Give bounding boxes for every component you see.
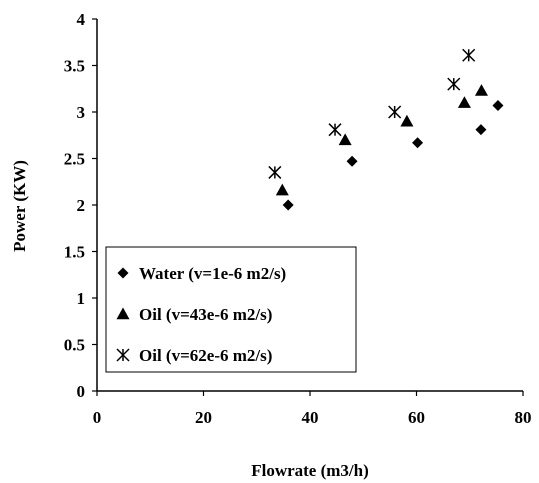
y-tick-label: 2.5	[64, 150, 85, 169]
data-point-diamond	[492, 99, 504, 111]
legend-box	[105, 246, 357, 373]
y-tick-label: 1	[77, 289, 86, 308]
tick-marks	[92, 18, 524, 396]
legend-markers	[116, 267, 130, 362]
data-point-asterisk	[268, 165, 282, 179]
data-point-asterisk	[462, 48, 476, 62]
legend: Water (v=1e-6 m2/s) Oil (v=43e-6 m2/s) O…	[105, 246, 357, 373]
y-tick-label: 4	[77, 10, 86, 29]
legend-label-oil-62: Oil (v=62e-6 m2/s)	[139, 346, 272, 365]
x-tick-label: 80	[515, 408, 532, 427]
legend-label-oil-43: Oil (v=43e-6 m2/s)	[139, 305, 272, 324]
y-tick-label: 1.5	[64, 243, 85, 262]
x-axis-title: Flowrate (m3/h)	[251, 461, 369, 480]
y-tick-label: 0.5	[64, 336, 85, 355]
data-point-diamond	[346, 155, 358, 167]
tick-labels: 00.511.522.533.540 20 40 60 80	[64, 10, 532, 427]
data-point-triangle	[275, 183, 289, 196]
legend-marker-asterisk	[116, 348, 130, 362]
x-tick-label: 20	[195, 408, 212, 427]
x-tick-label: 0	[93, 408, 102, 427]
data-point-triangle	[400, 114, 414, 127]
x-tick-label: 60	[408, 408, 425, 427]
y-axis-title: Power (KW)	[10, 160, 29, 252]
legend-marker-diamond	[117, 267, 129, 279]
data-point-diamond	[412, 137, 424, 149]
y-tick-label: 0	[77, 382, 86, 401]
data-point-triangle	[338, 133, 352, 146]
legend-label-water: Water (v=1e-6 m2/s)	[139, 264, 286, 283]
y-tick-label: 2	[77, 196, 86, 215]
data-point-asterisk	[388, 105, 402, 119]
y-tick-label: 3	[77, 103, 86, 122]
y-tick-label: 3.5	[64, 57, 85, 76]
x-tick-label: 40	[302, 408, 319, 427]
legend-marker-triangle	[116, 307, 130, 320]
data-points	[268, 48, 504, 211]
data-point-asterisk	[328, 123, 342, 137]
data-point-asterisk	[447, 77, 461, 91]
data-point-triangle	[457, 96, 471, 108]
data-point-diamond	[475, 124, 487, 136]
data-point-triangle	[474, 84, 488, 96]
data-point-diamond	[282, 199, 294, 211]
